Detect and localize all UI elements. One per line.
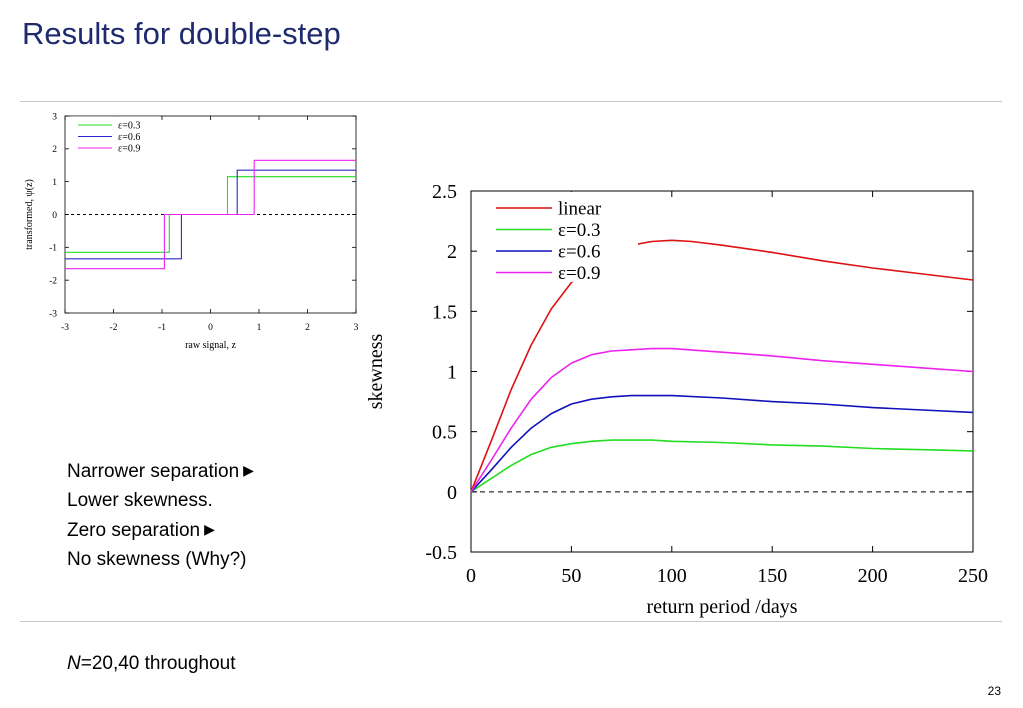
legend-label: linear	[558, 199, 602, 220]
y-tick-label: 1	[447, 362, 457, 384]
bottom-divider	[20, 621, 1002, 622]
x-tick-label: 100	[657, 565, 687, 587]
x-tick-label: 0	[466, 565, 476, 587]
bullet-text: No skewness (Why?)	[67, 548, 247, 570]
x-axis-title: raw signal, z	[185, 340, 236, 351]
y-tick-label: -2	[49, 276, 57, 286]
bullet-item: No skewness (Why?)	[67, 546, 254, 575]
step-function-chart: -3 -2 -1 0 1 2 3 3 2 1 0 -1 -2 -3 ε=0.3ε=0.6ε=0.9 raw s…	[24, 112, 359, 351]
y-tick-label: 1	[52, 178, 57, 188]
series-line	[470, 347, 974, 493]
legend-label: ε=0.3	[558, 220, 600, 241]
y-tick-label: -1	[49, 244, 57, 254]
legend-label: ε=0.6	[118, 132, 140, 143]
bullet-item: Lower skewness.	[67, 487, 254, 516]
x-tick-label: -2	[110, 323, 118, 333]
right-arrow-icon: ▶	[243, 462, 254, 478]
series-line	[470, 439, 974, 493]
series-line	[470, 394, 974, 493]
bullet-item: Zero separation ▶	[67, 515, 254, 546]
x-axis-title: return period /days	[646, 596, 797, 618]
y-tick-label: 3	[52, 112, 57, 122]
x-tick-label: 250	[958, 565, 988, 587]
y-tick-label: 0.5	[432, 422, 457, 444]
bullet-text: Zero separation	[67, 520, 201, 541]
bullet-list: Narrower separation ▶ Lower skewness. Zer…	[67, 456, 254, 574]
series-line	[65, 159, 356, 270]
y-tick-label: 2	[52, 145, 57, 155]
top-divider	[20, 101, 1002, 102]
y-tick-label: 0	[447, 482, 457, 504]
bullet-text: Lower skewness.	[67, 489, 213, 511]
bullet-item: Narrower separation ▶	[67, 456, 254, 487]
x-tick-label: 1	[257, 323, 262, 333]
legend-label: ε=0.6	[558, 242, 600, 263]
footnote-variable: N	[67, 653, 81, 674]
x-tick-label: 0	[208, 323, 213, 333]
bullet-text: Narrower separation	[67, 461, 240, 482]
y-tick-label: 1.5	[432, 301, 457, 323]
page-number: 23	[987, 684, 1001, 698]
slide-title: Results for double-step	[22, 16, 341, 51]
skewness-chart: 0 50 100 150 200 2502.521.510.50-0.5linearε=0…	[365, 181, 988, 618]
y-axis-title: skewness	[365, 334, 387, 410]
series-line	[470, 239, 974, 493]
right-arrow-icon: ▶	[204, 521, 215, 537]
y-tick-label: 2	[447, 241, 457, 263]
legend-label: ε=0.9	[558, 263, 600, 284]
y-tick-label: -0.5	[425, 542, 457, 564]
x-tick-label: -3	[61, 323, 69, 333]
y-tick-label: 2.5	[432, 181, 457, 203]
x-tick-label: 50	[561, 565, 581, 587]
x-tick-label: 150	[757, 565, 787, 587]
footnote-text: =20,40 throughout	[80, 653, 236, 674]
x-tick-label: -1	[158, 323, 166, 333]
x-tick-label: 200	[858, 565, 888, 587]
legend-background	[70, 116, 160, 155]
legend-label: ε=0.9	[118, 144, 140, 155]
x-tick-label: 2	[305, 323, 310, 333]
x-tick-label: 3	[354, 323, 359, 333]
y-axis-title: transformed, ψ(z)	[24, 179, 35, 250]
footnote: N=20,40 throughout	[67, 653, 236, 675]
y-tick-label: -3	[49, 309, 57, 319]
legend-label: ε=0.3	[118, 121, 140, 132]
y-tick-label: 0	[52, 211, 57, 221]
legend-background	[488, 191, 638, 282]
